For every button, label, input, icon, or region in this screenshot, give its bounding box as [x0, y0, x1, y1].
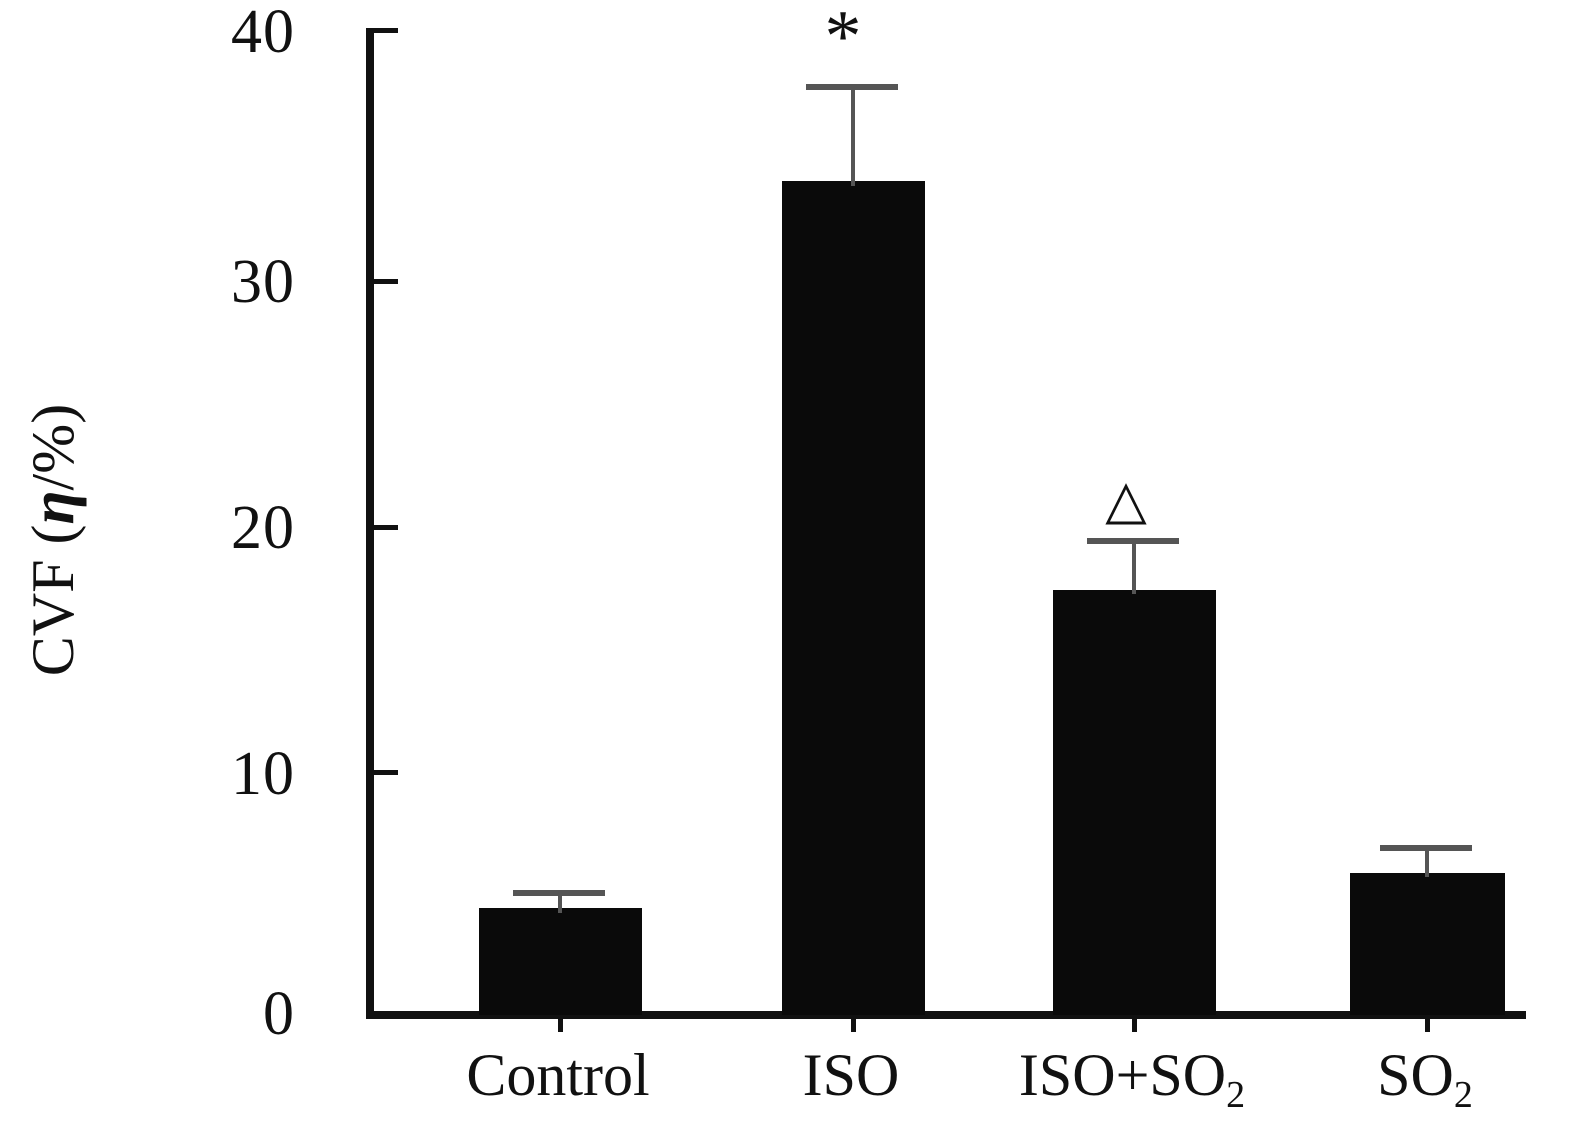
x-axis-tick-so2: [1425, 1019, 1430, 1032]
significance-marker-iso-so2: △: [1105, 470, 1147, 530]
y-tick-label-40: 40: [231, 0, 295, 66]
x-axis-label-iso: ISO: [802, 1042, 900, 1108]
x-axis-tick-iso: [851, 1019, 856, 1032]
x-axis-line: [366, 1011, 1526, 1019]
y-axis-title-eta-symbol: η: [19, 490, 87, 525]
error-bar-stem-so2: [1425, 849, 1429, 877]
error-bar-stem-iso: [851, 88, 855, 186]
y-axis-line: [366, 28, 374, 1019]
error-bar-stem-control: [558, 895, 562, 913]
x-axis-tick-iso-so2: [1132, 1019, 1137, 1032]
bar-iso-so2: [1053, 590, 1216, 1015]
bar-so2: [1350, 873, 1505, 1015]
error-bar-cap-control: [513, 890, 605, 896]
error-bar-cap-iso: [806, 84, 898, 90]
y-axis-tick-40: [374, 28, 398, 33]
error-bar-cap-iso-so2: [1087, 538, 1179, 544]
y-tick-label-30: 30: [231, 248, 295, 316]
y-axis-tick-20: [374, 525, 398, 530]
x-axis-tick-control: [558, 1019, 563, 1032]
y-tick-label-10: 10: [231, 740, 295, 808]
y-axis-tick-10: [374, 770, 398, 775]
error-bar-cap-so2: [1380, 845, 1472, 851]
bar-control: [479, 908, 642, 1015]
y-axis-title-suffix: /%): [20, 403, 86, 491]
y-axis-title: CVF (η/%): [19, 260, 87, 820]
y-axis-title-prefix: CVF (: [20, 524, 86, 677]
significance-marker-iso: *: [824, 0, 862, 78]
x-axis-label-so2: SO2: [1377, 1042, 1473, 1116]
y-tick-label-0: 0: [263, 980, 295, 1048]
x-axis-label-control: Control: [466, 1042, 650, 1108]
bar-iso: [782, 181, 925, 1015]
x-axis-label-iso-so2: ISO+SO2: [1018, 1042, 1246, 1116]
error-bar-stem-iso-so2: [1132, 542, 1136, 594]
y-axis-tick-30: [374, 279, 398, 284]
y-tick-label-20: 20: [231, 494, 295, 562]
